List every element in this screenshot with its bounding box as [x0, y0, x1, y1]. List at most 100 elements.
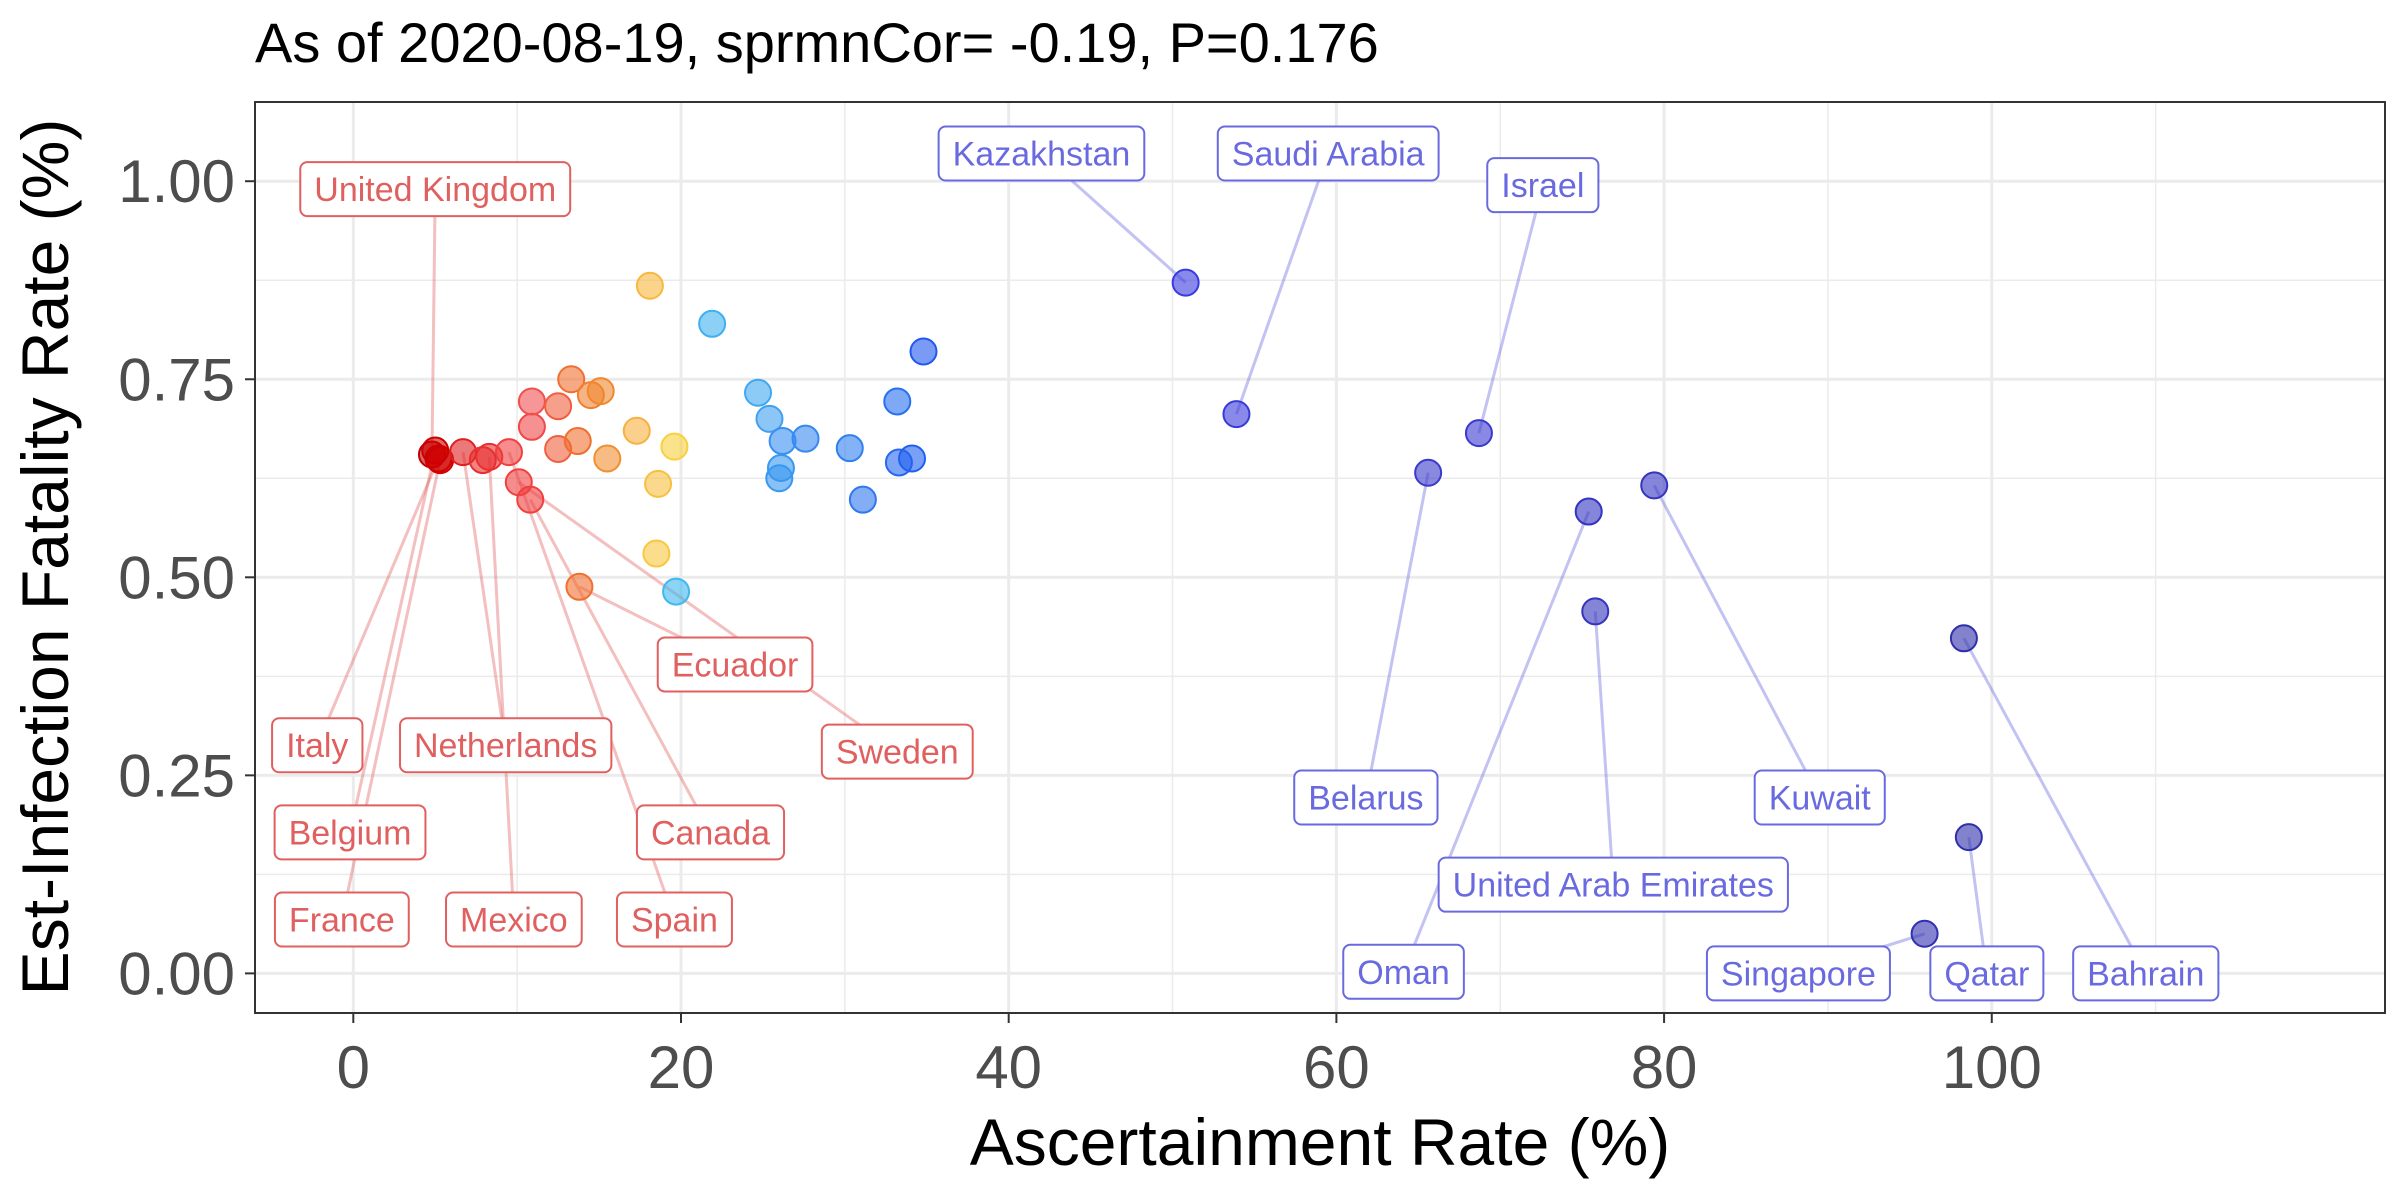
- point-label-box: [635, 804, 786, 861]
- scatter-point: [1574, 497, 1603, 526]
- x-tick-label: 0: [337, 1034, 370, 1101]
- scatter-point: [1949, 624, 1978, 653]
- x-tick-label: 100: [1942, 1034, 2042, 1101]
- scatter-point: [517, 412, 546, 441]
- label-connector: [487, 456, 516, 920]
- point-label-text: Qatar: [1944, 955, 2029, 993]
- point-label-box: [615, 891, 733, 948]
- x-tick-label: 20: [648, 1034, 715, 1101]
- x-axis: 0 20 40 60 80 100: [337, 1013, 2042, 1101]
- scatter-point: [593, 444, 622, 473]
- scatter-point: [1954, 823, 1983, 852]
- scatter-point: [1581, 597, 1610, 626]
- point-label: France: [273, 891, 410, 948]
- point-label-text: Kuwait: [1769, 780, 1872, 818]
- point-label-text: Belarus: [1308, 780, 1423, 818]
- point-label-text: United Arab Emirates: [1453, 867, 1774, 905]
- point-label-box: [299, 161, 572, 218]
- point-label-box: [820, 723, 974, 780]
- label-connector: [1402, 510, 1591, 973]
- scatter-point: [563, 427, 592, 456]
- point-label-box: [273, 804, 427, 861]
- point-label: Kuwait: [1753, 769, 1886, 826]
- point-label-box: [937, 125, 1146, 182]
- point-label-text: Spain: [631, 902, 718, 940]
- point-label: Italy: [271, 717, 364, 774]
- point-label: Singapore: [1705, 945, 1891, 1002]
- scatter-point: [635, 271, 664, 300]
- point-label: Belgium: [273, 804, 427, 861]
- scatter-point: [662, 577, 691, 606]
- y-tick-label: 0.50: [118, 544, 235, 611]
- point-label: Kazakhstan: [937, 125, 1146, 182]
- plot-border: [254, 101, 2386, 1014]
- scatter-point: [755, 404, 784, 433]
- point-labels: United Kingdom Italy Belgium France Netherla…: [271, 125, 2220, 1002]
- point-label: Israel: [1486, 157, 1600, 214]
- scatter-point: [744, 378, 773, 407]
- scatter-point: [494, 438, 523, 467]
- label-connector: [1652, 484, 1822, 799]
- x-axis-title: Ascertainment Rate (%): [970, 1105, 1671, 1179]
- point-label-text: France: [289, 902, 395, 940]
- label-connector: [1477, 184, 1545, 434]
- scatter-point: [644, 469, 673, 498]
- y-tick-label: 0.25: [118, 742, 235, 809]
- point-label: Spain: [615, 891, 733, 948]
- point-label-box: [1216, 125, 1440, 182]
- scatter-point: [565, 572, 594, 601]
- point-label-text: Ecuador: [672, 646, 799, 684]
- scatter-point: [898, 444, 927, 473]
- point-label: United Arab Emirates: [1437, 856, 1789, 913]
- point-label-box: [1486, 157, 1600, 214]
- scatter-point: [468, 446, 497, 475]
- scatter-point: [557, 365, 586, 394]
- point-label-box: [399, 717, 613, 774]
- scatter-point: [517, 387, 546, 416]
- scatter-point: [1414, 458, 1443, 487]
- label-connector: [430, 189, 437, 455]
- scatter-point: [544, 392, 573, 421]
- scatter-point: [766, 453, 795, 482]
- scatter-point: [504, 468, 533, 497]
- x-tick-label: 80: [1631, 1034, 1698, 1101]
- y-tick-label: 0.00: [118, 940, 235, 1007]
- scatter-point: [698, 309, 727, 338]
- point-label: Saudi Arabia: [1216, 125, 1440, 182]
- scatter-point: [883, 387, 912, 416]
- scatter-point: [1464, 419, 1493, 448]
- label-connector: [315, 457, 440, 746]
- scatter-point: [642, 539, 671, 568]
- scatter-point: [909, 337, 938, 366]
- label-connector: [517, 481, 899, 753]
- point-label: Belarus: [1293, 769, 1439, 826]
- scatter-point: [1222, 400, 1251, 429]
- scatter-point: [586, 377, 615, 406]
- scatter-point: [835, 434, 864, 463]
- point-label-box: [1929, 945, 2045, 1002]
- point-label: Qatar: [1929, 945, 2045, 1002]
- point-label: Netherlands: [399, 717, 613, 774]
- label-connector: [528, 498, 712, 834]
- x-tick-label: 60: [1303, 1034, 1370, 1101]
- point-label: Oman: [1342, 943, 1465, 1000]
- data-points: [417, 268, 1983, 948]
- point-label: Ecuador: [656, 636, 814, 693]
- point-label: United Kingdom: [299, 161, 572, 218]
- point-label-text: Sweden: [836, 734, 959, 772]
- point-label-box: [656, 636, 814, 693]
- label-connector: [1235, 152, 1330, 415]
- point-label-box: [445, 891, 583, 948]
- plot-panel: [255, 102, 2385, 1013]
- point-label-text: Netherlands: [414, 727, 597, 765]
- label-connector: [1962, 637, 2148, 975]
- point-label: Bahrain: [2072, 945, 2220, 1002]
- point-label-text: Saudi Arabia: [1232, 135, 1425, 173]
- point-label-text: Canada: [651, 814, 770, 852]
- point-label-text: United Kingdom: [314, 171, 556, 209]
- point-label-box: [271, 717, 364, 774]
- y-tick-label: 0.75: [118, 346, 235, 413]
- scatter-point: [660, 432, 689, 461]
- scatter-point: [848, 485, 877, 514]
- point-label-text: Kazakhstan: [953, 135, 1131, 173]
